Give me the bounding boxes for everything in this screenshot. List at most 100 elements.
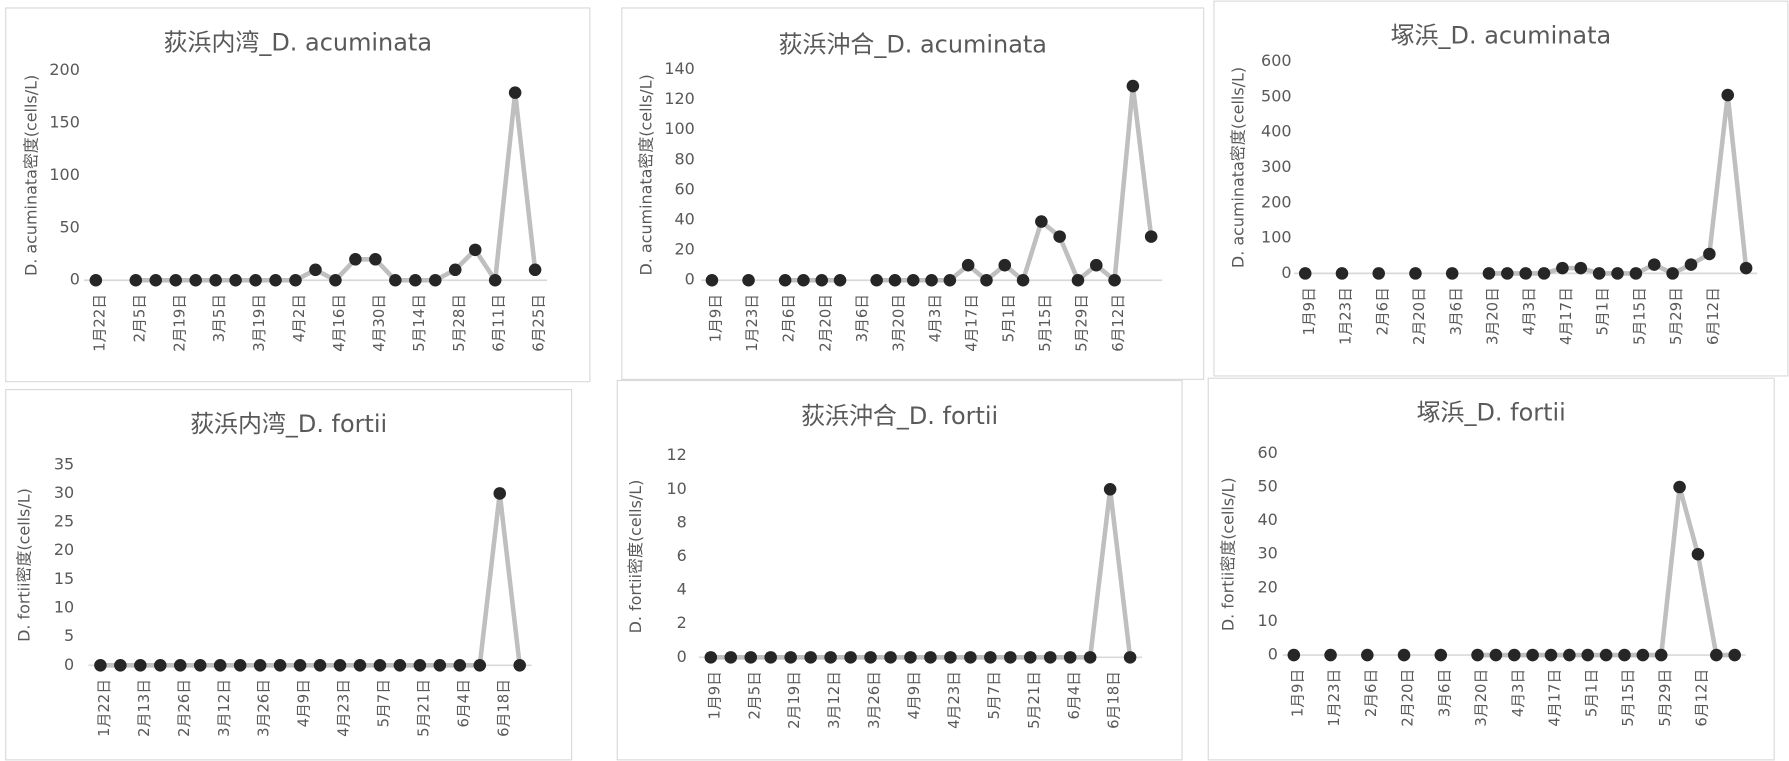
chart-panel: 塚浜_D. fortii D. fortii密度(cells/L) 0 10 20 30 4… bbox=[1207, 377, 1775, 761]
x-tick-label: 5月28日 bbox=[451, 294, 468, 352]
x-tick-label: 3月12日 bbox=[826, 671, 843, 729]
data-point bbox=[409, 273, 422, 287]
x-tick-label: 4月17日 bbox=[1558, 287, 1575, 345]
chart-title: 荻浜沖合_D. fortii bbox=[801, 402, 998, 430]
x-tick-label: 2月6日 bbox=[1363, 669, 1380, 717]
data-point bbox=[513, 659, 526, 672]
data-point bbox=[1703, 247, 1716, 261]
data-point bbox=[1108, 273, 1121, 287]
y-axis-title: D. acuminata密度(cells/L) bbox=[1229, 67, 1248, 268]
y-tick-label: 30 bbox=[54, 483, 74, 502]
y-tick-label: 25 bbox=[54, 512, 74, 531]
data-point bbox=[1126, 79, 1140, 93]
x-tick-label: 6月18日 bbox=[1106, 671, 1123, 729]
data-point bbox=[1691, 547, 1705, 561]
x-tick-label: 1月9日 bbox=[708, 294, 725, 342]
data-point bbox=[1287, 648, 1301, 662]
data-point bbox=[1599, 648, 1613, 662]
data-point bbox=[349, 253, 362, 266]
y-tick-label: 150 bbox=[49, 113, 79, 132]
x-tick-label: 5月21日 bbox=[1026, 671, 1043, 729]
y-tick-label: 0 bbox=[677, 647, 687, 666]
y-tick-label: 0 bbox=[70, 270, 80, 289]
x-tick-label: 5月14日 bbox=[411, 294, 428, 352]
data-point bbox=[824, 651, 837, 664]
data-point bbox=[389, 273, 402, 287]
x-tick-label: 5月15日 bbox=[1620, 669, 1637, 727]
x-tick-label: 5月21日 bbox=[415, 679, 432, 737]
x-tick-label: 6月12日 bbox=[1705, 287, 1722, 345]
data-point bbox=[1445, 267, 1459, 280]
data-point bbox=[1654, 648, 1668, 662]
y-tick-label: 140 bbox=[664, 59, 694, 78]
data-point bbox=[744, 651, 758, 664]
data-point bbox=[89, 273, 103, 287]
data-point bbox=[1636, 648, 1650, 662]
data-point bbox=[209, 273, 222, 287]
x-tick-label: 3月19日 bbox=[251, 294, 268, 352]
y-tick-label: 100 bbox=[1261, 228, 1291, 247]
x-tick-label: 5月7日 bbox=[986, 671, 1003, 719]
data-point bbox=[1083, 651, 1097, 664]
data-point bbox=[906, 273, 920, 287]
x-tick-label: 4月9日 bbox=[906, 671, 923, 719]
data-point bbox=[1618, 648, 1631, 662]
data-point bbox=[193, 659, 207, 672]
data-point bbox=[453, 659, 467, 672]
data-point bbox=[1397, 648, 1411, 662]
y-tick-label: 10 bbox=[1258, 611, 1278, 630]
y-tick-label: 0 bbox=[685, 270, 695, 289]
x-tick-label: 1月9日 bbox=[1301, 287, 1318, 335]
data-point bbox=[114, 659, 127, 672]
data-point bbox=[764, 651, 777, 664]
data-point bbox=[508, 86, 522, 99]
x-tick-label: 5月1日 bbox=[1595, 287, 1612, 335]
data-point bbox=[233, 659, 247, 672]
data-point bbox=[1544, 648, 1558, 662]
data-point bbox=[428, 273, 442, 287]
data-point bbox=[1526, 648, 1539, 662]
data-point bbox=[1361, 648, 1374, 662]
data-point bbox=[943, 273, 957, 287]
data-point bbox=[154, 659, 167, 672]
x-tick-label: 6月18日 bbox=[495, 679, 512, 737]
y-axis-title: D. acuminata密度(cells/L) bbox=[636, 74, 655, 275]
data-point bbox=[1004, 651, 1017, 664]
data-point bbox=[134, 659, 147, 672]
y-tick-label: 200 bbox=[49, 60, 79, 79]
panel-border bbox=[1213, 0, 1789, 377]
data-point bbox=[189, 273, 202, 287]
data-point bbox=[373, 659, 387, 672]
x-tick-label: 5月15日 bbox=[1037, 294, 1054, 352]
data-point bbox=[1471, 648, 1484, 662]
x-tick-label: 5月1日 bbox=[1583, 669, 1600, 717]
data-line bbox=[785, 83, 1154, 283]
x-tick-label: 2月20日 bbox=[1400, 669, 1417, 727]
y-tick-label: 500 bbox=[1261, 86, 1291, 105]
y-tick-label: 100 bbox=[664, 119, 694, 138]
y-axis-title: D. fortii密度(cells/L) bbox=[1218, 477, 1237, 631]
x-tick-label: 6月4日 bbox=[455, 679, 472, 727]
y-tick-label: 40 bbox=[1258, 510, 1278, 529]
x-tick-label: 4月3日 bbox=[1510, 669, 1527, 717]
data-point bbox=[998, 258, 1012, 272]
data-point bbox=[1728, 648, 1741, 662]
y-tick-label: 100 bbox=[49, 165, 79, 184]
data-point bbox=[488, 273, 502, 287]
x-tick-label: 4月3日 bbox=[1521, 287, 1538, 335]
y-axis-title: D. acuminata密度(cells/L) bbox=[21, 75, 40, 276]
data-point bbox=[468, 243, 482, 257]
chart-panel: 荻浜沖合_D. acuminata D. acuminata密度(cells/L)… bbox=[621, 7, 1205, 380]
x-tick-label: 5月15日 bbox=[1631, 287, 1648, 345]
x-tick-label: 6月4日 bbox=[1066, 671, 1083, 719]
y-tick-label: 0 bbox=[64, 655, 74, 674]
x-tick-label: 1月23日 bbox=[1338, 287, 1355, 345]
x-tick-label: 2月20日 bbox=[1411, 287, 1428, 345]
x-tick-label: 5月7日 bbox=[375, 679, 392, 727]
data-point bbox=[1103, 483, 1117, 496]
data-point bbox=[329, 273, 342, 287]
x-tick-label: 3月26日 bbox=[866, 671, 883, 729]
y-tick-label: 2 bbox=[677, 613, 687, 632]
